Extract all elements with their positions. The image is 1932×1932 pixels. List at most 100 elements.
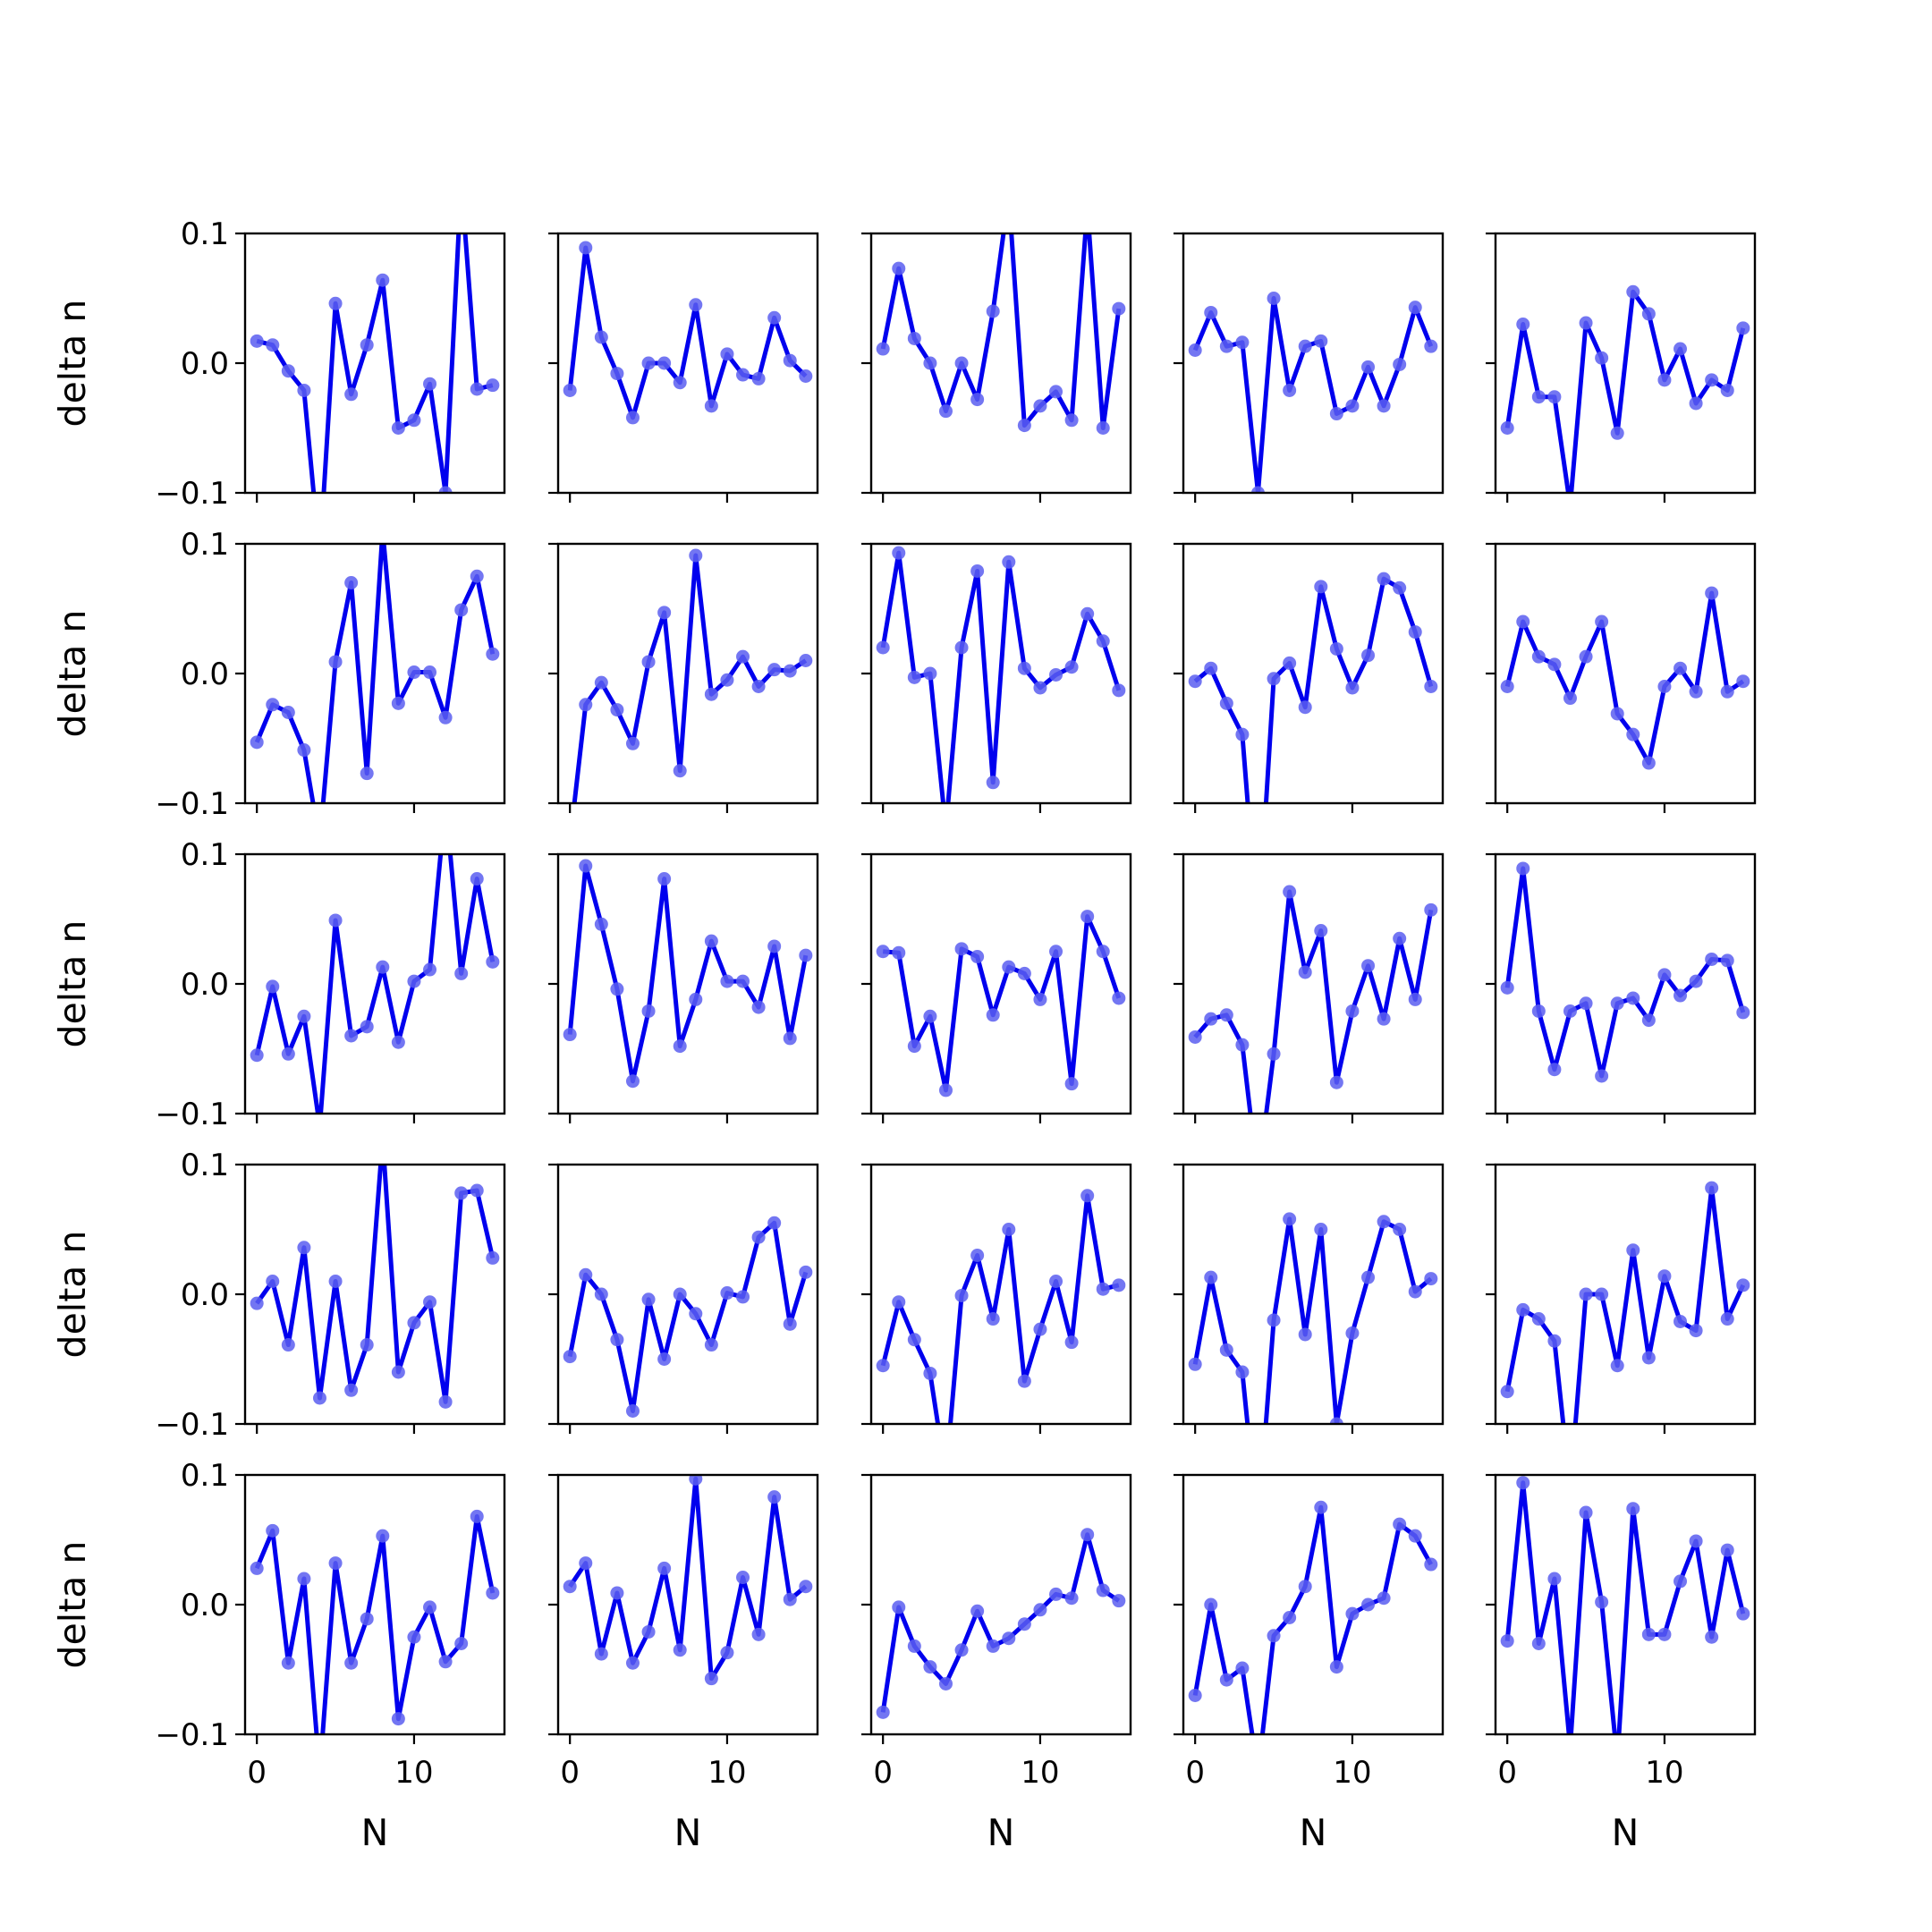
- data-point: [1516, 861, 1530, 876]
- data-point: [1516, 614, 1530, 629]
- y-tick-label: 0.1: [181, 216, 229, 252]
- data-point: [1705, 952, 1719, 966]
- data-point: [954, 356, 969, 370]
- data-point: [344, 1383, 359, 1397]
- series-line: [880, 1532, 1121, 1713]
- series-line: [1192, 296, 1434, 493]
- data-point: [313, 1120, 326, 1133]
- data-point: [923, 666, 937, 681]
- x-axis-label: N: [361, 1811, 389, 1854]
- data-point: [250, 735, 264, 750]
- data-point: [344, 1656, 359, 1670]
- data-point: [1579, 1287, 1593, 1301]
- data-point: [657, 606, 672, 620]
- plot-area: [1500, 1181, 1750, 1424]
- data-point: [1705, 586, 1719, 600]
- data-point: [486, 647, 500, 661]
- data-point: [1017, 661, 1031, 675]
- x-tick-label: 10: [1333, 1755, 1371, 1791]
- data-point: [704, 687, 718, 701]
- series-line: [567, 863, 809, 1084]
- axes-frame: [556, 232, 819, 495]
- data-point: [938, 1676, 953, 1690]
- data-point: [564, 835, 577, 849]
- data-point: [407, 413, 421, 428]
- data-point: [470, 1183, 484, 1198]
- subplot-r4-c2: 0 10N: [861, 1473, 1132, 1854]
- plot-area: [250, 233, 500, 493]
- subplot-r3-c3: [1174, 1163, 1445, 1434]
- data-point: [1408, 301, 1422, 315]
- data-point: [1424, 339, 1438, 353]
- data-point: [1361, 360, 1376, 374]
- data-point: [579, 1267, 593, 1282]
- data-point: [360, 1338, 374, 1352]
- subplot-r1-c4: [1486, 542, 1757, 813]
- series-line: [567, 1220, 809, 1413]
- data-point: [1393, 1517, 1407, 1531]
- y-tick-label: 0.0: [181, 1277, 229, 1313]
- data-point: [892, 261, 906, 275]
- data-point: [1204, 1597, 1218, 1612]
- data-point: [986, 1008, 1000, 1022]
- data-point: [720, 1646, 734, 1660]
- data-point: [673, 764, 687, 778]
- data-point: [1531, 649, 1546, 664]
- data-point: [1096, 1583, 1110, 1597]
- data-point: [610, 367, 624, 381]
- series-line: [1504, 1185, 1746, 1424]
- data-point: [783, 1592, 797, 1606]
- data-point: [657, 872, 672, 886]
- data-point: [423, 377, 437, 391]
- data-point: [360, 1020, 374, 1034]
- plot-area: [1188, 572, 1438, 803]
- data-point: [689, 298, 703, 312]
- data-point: [1689, 1324, 1703, 1338]
- data-point: [391, 1035, 405, 1049]
- x-tick-label: 0: [247, 1755, 267, 1791]
- data-point: [1500, 1385, 1514, 1399]
- y-axis-label: delta n: [51, 610, 94, 738]
- data-point: [1235, 335, 1250, 350]
- data-point: [1002, 1631, 1016, 1646]
- subplot-r1-c2: [861, 542, 1132, 813]
- x-tick-label: 0: [1497, 1755, 1517, 1791]
- data-point: [470, 382, 484, 396]
- axes-frame: [1182, 1473, 1445, 1736]
- plot-area: [876, 546, 1126, 803]
- data-point: [1610, 707, 1624, 721]
- x-axis-label: N: [674, 1811, 702, 1854]
- data-point: [594, 917, 608, 931]
- x-tick-label: 10: [394, 1755, 433, 1791]
- data-point: [1267, 672, 1281, 686]
- data-point: [767, 939, 782, 953]
- data-point: [1408, 1529, 1422, 1543]
- data-point: [1674, 661, 1688, 675]
- data-point: [1674, 988, 1688, 1003]
- data-point: [1096, 1282, 1110, 1296]
- data-point: [1080, 1189, 1095, 1203]
- data-point: [328, 1275, 343, 1288]
- data-point: [250, 1048, 264, 1063]
- plot-area: [563, 1475, 813, 1686]
- data-point: [625, 1404, 640, 1418]
- subplot-r3-c1: [548, 1163, 819, 1434]
- series-line: [1504, 289, 1746, 493]
- data-point: [954, 942, 969, 956]
- data-point: [720, 347, 734, 361]
- data-point: [438, 486, 453, 493]
- data-point: [986, 1639, 1000, 1653]
- data-point: [1219, 696, 1233, 710]
- y-axis-label: delta n: [51, 1541, 94, 1669]
- data-point: [720, 673, 734, 687]
- data-point: [1674, 1574, 1688, 1589]
- data-point: [1033, 1603, 1047, 1617]
- data-point: [641, 356, 656, 370]
- data-point: [1283, 383, 1297, 397]
- data-point: [1720, 953, 1734, 968]
- data-point: [751, 680, 766, 693]
- data-point: [266, 338, 280, 352]
- data-point: [1595, 351, 1609, 365]
- data-point: [1112, 301, 1126, 316]
- data-point: [360, 1612, 374, 1626]
